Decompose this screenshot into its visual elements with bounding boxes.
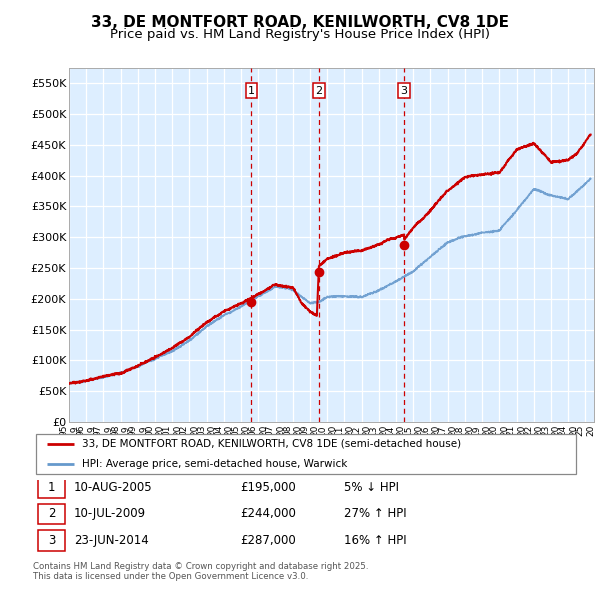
Text: 5% ↓ HPI: 5% ↓ HPI bbox=[344, 481, 399, 494]
Text: £195,000: £195,000 bbox=[241, 481, 296, 494]
Text: 33, DE MONTFORT ROAD, KENILWORTH, CV8 1DE (semi-detached house): 33, DE MONTFORT ROAD, KENILWORTH, CV8 1D… bbox=[82, 439, 461, 449]
Text: 2: 2 bbox=[48, 507, 55, 520]
Text: 3: 3 bbox=[401, 86, 407, 96]
FancyBboxPatch shape bbox=[38, 477, 65, 498]
Text: Price paid vs. HM Land Registry's House Price Index (HPI): Price paid vs. HM Land Registry's House … bbox=[110, 28, 490, 41]
Text: HPI: Average price, semi-detached house, Warwick: HPI: Average price, semi-detached house,… bbox=[82, 459, 347, 469]
Text: £244,000: £244,000 bbox=[241, 507, 296, 520]
Text: 33, DE MONTFORT ROAD, KENILWORTH, CV8 1DE: 33, DE MONTFORT ROAD, KENILWORTH, CV8 1D… bbox=[91, 15, 509, 30]
FancyBboxPatch shape bbox=[38, 504, 65, 525]
FancyBboxPatch shape bbox=[36, 434, 576, 474]
Text: 1: 1 bbox=[248, 86, 255, 96]
Text: 10-JUL-2009: 10-JUL-2009 bbox=[74, 507, 146, 520]
Text: 16% ↑ HPI: 16% ↑ HPI bbox=[344, 534, 407, 547]
Text: 10-AUG-2005: 10-AUG-2005 bbox=[74, 481, 152, 494]
Text: Contains HM Land Registry data © Crown copyright and database right 2025.
This d: Contains HM Land Registry data © Crown c… bbox=[33, 562, 368, 581]
FancyBboxPatch shape bbox=[38, 530, 65, 550]
Text: 2: 2 bbox=[316, 86, 323, 96]
Text: 23-JUN-2014: 23-JUN-2014 bbox=[74, 534, 149, 547]
Text: 3: 3 bbox=[48, 534, 55, 547]
Text: £287,000: £287,000 bbox=[241, 534, 296, 547]
Text: 1: 1 bbox=[48, 481, 55, 494]
Text: 27% ↑ HPI: 27% ↑ HPI bbox=[344, 507, 407, 520]
